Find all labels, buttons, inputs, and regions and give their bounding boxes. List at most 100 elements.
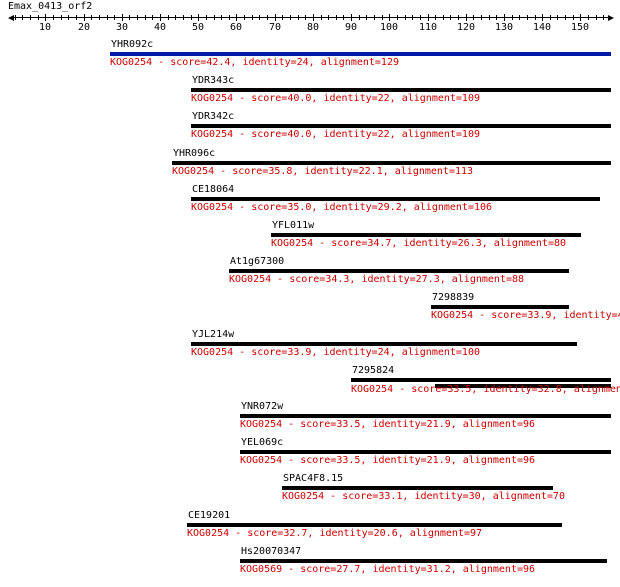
axis-minor-tick: [435, 15, 436, 20]
axis-minor-tick: [221, 15, 222, 20]
hit-name: YDR343c: [192, 75, 235, 86]
sequence-title: Emax_0413_orf2: [8, 1, 93, 12]
axis-tick-label: 70: [269, 22, 282, 33]
axis-minor-tick: [412, 15, 413, 20]
axis-minor-tick: [282, 15, 283, 20]
axis-minor-tick: [107, 15, 108, 20]
axis-tick-label: 130: [495, 22, 514, 33]
axis-minor-tick: [489, 15, 490, 20]
axis-minor-tick: [175, 15, 176, 20]
axis-minor-tick: [382, 15, 383, 20]
axis-minor-tick: [603, 15, 604, 20]
hit-description: KOG0254 - score=33.5, identity=32.8, ali…: [351, 384, 620, 395]
axis-minor-tick: [405, 15, 406, 20]
hit-name: YFL011w: [272, 220, 315, 231]
axis-minor-tick: [183, 15, 184, 20]
axis-minor-tick: [481, 15, 482, 20]
axis-tick-label: 100: [380, 22, 399, 33]
hit-name: 7295824: [352, 365, 395, 376]
axis-major-tick: [428, 14, 429, 21]
axis-tick-label: 40: [154, 22, 167, 33]
axis-minor-tick: [336, 15, 337, 20]
axis-minor-tick: [145, 15, 146, 20]
hit-name: YHR092c: [111, 39, 154, 50]
axis-minor-tick: [229, 15, 230, 20]
axis-minor-tick: [298, 15, 299, 20]
axis-minor-tick: [68, 15, 69, 20]
hit-description: KOG0254 - score=40.0, identity=22, align…: [191, 93, 480, 104]
axis-minor-tick: [206, 15, 207, 20]
hit-bar: [240, 414, 611, 418]
axis-tick-label: 140: [533, 22, 552, 33]
axis-major-tick: [389, 14, 390, 21]
axis-minor-tick: [76, 15, 77, 20]
hit-bar: [191, 124, 611, 128]
hit-name: YEL069c: [241, 437, 284, 448]
hit-name: YHR096c: [173, 148, 216, 159]
axis-minor-tick: [458, 15, 459, 20]
hit-bar: [431, 305, 569, 309]
axis-minor-tick: [328, 15, 329, 20]
hit-bar: [240, 450, 611, 454]
axis-major-tick: [313, 14, 314, 21]
axis-minor-tick: [519, 15, 520, 20]
axis-minor-tick: [137, 15, 138, 20]
axis-tick-label: 50: [192, 22, 205, 33]
hit-description: KOG0254 - score=33.9, identity=42.5, ali…: [431, 310, 620, 321]
axis-major-tick: [504, 14, 505, 21]
axis-arrow-left: [8, 15, 14, 21]
axis-minor-tick: [30, 15, 31, 20]
axis-minor-tick: [305, 15, 306, 20]
axis-minor-tick: [61, 15, 62, 20]
axis-minor-tick: [168, 15, 169, 20]
hit-bar: [191, 88, 611, 92]
hit-name: YJL214w: [192, 329, 235, 340]
hit-name: SPAC4F8.15: [283, 473, 344, 484]
axis-major-tick: [198, 14, 199, 21]
hit-name: 7298839: [432, 292, 475, 303]
axis-minor-tick: [573, 15, 574, 20]
hit-description: KOG0254 - score=35.8, identity=22.1, ali…: [172, 166, 474, 177]
axis-minor-tick: [252, 15, 253, 20]
hit-bar: [187, 523, 562, 527]
axis-tick-label: 90: [345, 22, 358, 33]
axis-minor-tick: [496, 15, 497, 20]
axis-minor-tick: [557, 15, 558, 20]
hit-bar: [172, 161, 611, 165]
axis-minor-tick: [535, 15, 536, 20]
hit-name: YDR342c: [192, 111, 235, 122]
axis-minor-tick: [38, 15, 39, 20]
axis-major-tick: [351, 14, 352, 21]
hit-description: KOG0254 - score=32.7, identity=20.6, ali…: [187, 528, 483, 539]
axis-minor-tick: [527, 15, 528, 20]
axis-tick-label: 110: [419, 22, 438, 33]
hit-bar: [110, 52, 611, 56]
axis-minor-tick: [129, 15, 130, 20]
hit-bar: [191, 197, 600, 201]
axis-minor-tick: [550, 15, 551, 20]
axis-minor-tick: [99, 15, 100, 20]
axis-major-tick: [542, 14, 543, 21]
axis-major-tick: [160, 14, 161, 21]
hit-description: KOG0254 - score=33.1, identity=30, align…: [282, 491, 565, 502]
hit-description: KOG0254 - score=33.5, identity=21.9, ali…: [240, 455, 536, 466]
axis-minor-tick: [15, 15, 16, 20]
hit-name: CE18064: [192, 184, 235, 195]
axis-minor-tick: [214, 15, 215, 20]
hit-description: KOG0254 - score=35.0, identity=29.2, ali…: [191, 202, 493, 213]
hit-description: KOG0254 - score=34.3, identity=27.3, ali…: [229, 274, 525, 285]
axis-tick-label: 80: [307, 22, 320, 33]
axis-tick-label: 120: [457, 22, 476, 33]
axis-major-tick: [236, 14, 237, 21]
axis-minor-tick: [565, 15, 566, 20]
axis-major-tick: [580, 14, 581, 21]
axis-line: [11, 17, 611, 18]
hit-bar-segment: [435, 384, 611, 388]
axis-minor-tick: [588, 15, 589, 20]
hit-bar: [229, 269, 569, 273]
axis-minor-tick: [343, 15, 344, 20]
axis-tick-label: 150: [571, 22, 590, 33]
axis-minor-tick: [53, 15, 54, 20]
hit-description: KOG0254 - score=40.0, identity=22, align…: [191, 129, 480, 140]
